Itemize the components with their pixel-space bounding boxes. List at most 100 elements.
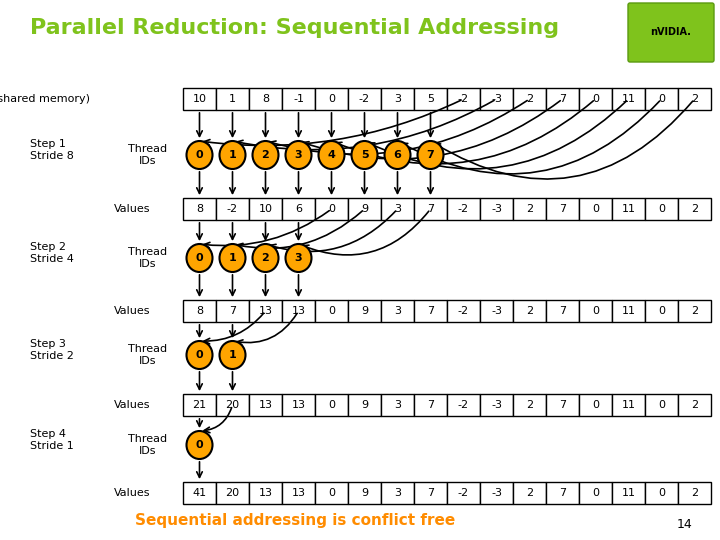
Bar — [645, 482, 678, 504]
Text: 0: 0 — [592, 94, 599, 104]
Bar — [381, 88, 414, 110]
Bar — [216, 394, 249, 416]
Text: 13: 13 — [258, 488, 272, 498]
Bar — [315, 394, 348, 416]
Text: Values: Values — [114, 488, 150, 498]
Text: Values: Values — [114, 204, 150, 214]
Bar — [645, 300, 678, 322]
Bar — [546, 300, 579, 322]
Text: 21: 21 — [192, 400, 207, 410]
Bar — [447, 300, 480, 322]
Bar — [579, 300, 612, 322]
Text: nVIDIA.: nVIDIA. — [651, 27, 691, 37]
Bar — [480, 198, 513, 220]
Bar — [612, 300, 645, 322]
Text: 8: 8 — [196, 306, 203, 316]
Bar — [183, 394, 216, 416]
Bar — [414, 394, 447, 416]
Bar — [546, 88, 579, 110]
Ellipse shape — [253, 141, 279, 169]
Text: 0: 0 — [196, 350, 203, 360]
Text: -3: -3 — [491, 488, 502, 498]
Text: 7: 7 — [427, 204, 434, 214]
Bar — [216, 198, 249, 220]
Bar — [348, 482, 381, 504]
Text: 10: 10 — [258, 204, 272, 214]
Bar — [315, 88, 348, 110]
Bar — [546, 482, 579, 504]
Bar — [546, 198, 579, 220]
Text: 6: 6 — [394, 150, 402, 160]
Text: 2: 2 — [261, 150, 269, 160]
Text: Thread
IDs: Thread IDs — [128, 344, 168, 366]
Bar — [678, 198, 711, 220]
Bar — [249, 394, 282, 416]
Text: 13: 13 — [292, 488, 305, 498]
Text: 9: 9 — [361, 400, 368, 410]
Text: 0: 0 — [592, 204, 599, 214]
Text: Parallel Reduction: Sequential Addressing: Parallel Reduction: Sequential Addressin… — [30, 18, 559, 38]
Text: 13: 13 — [258, 306, 272, 316]
Bar — [447, 88, 480, 110]
Text: 2: 2 — [526, 400, 533, 410]
Text: 13: 13 — [292, 400, 305, 410]
Bar — [414, 482, 447, 504]
Text: 3: 3 — [394, 306, 401, 316]
Text: Step 1
Stride 8: Step 1 Stride 8 — [30, 139, 74, 161]
Text: 0: 0 — [328, 94, 335, 104]
Text: 0: 0 — [328, 488, 335, 498]
Bar — [480, 88, 513, 110]
Bar — [480, 394, 513, 416]
Bar — [645, 88, 678, 110]
Bar — [513, 482, 546, 504]
Bar — [348, 394, 381, 416]
Text: Thread
IDs: Thread IDs — [128, 434, 168, 456]
Text: 7: 7 — [427, 400, 434, 410]
Bar — [612, 394, 645, 416]
Text: 7: 7 — [559, 306, 566, 316]
Ellipse shape — [220, 341, 246, 369]
Text: -3: -3 — [491, 94, 502, 104]
Text: 3: 3 — [394, 400, 401, 410]
Text: 0: 0 — [658, 488, 665, 498]
Bar — [645, 394, 678, 416]
Bar — [447, 482, 480, 504]
Bar — [282, 88, 315, 110]
Text: 8: 8 — [196, 204, 203, 214]
Bar — [315, 300, 348, 322]
Text: 20: 20 — [225, 400, 240, 410]
Bar — [579, 88, 612, 110]
Bar — [348, 88, 381, 110]
Text: 2: 2 — [261, 253, 269, 263]
Text: 13: 13 — [292, 306, 305, 316]
Ellipse shape — [186, 341, 212, 369]
Text: 3: 3 — [394, 94, 401, 104]
Text: -2: -2 — [227, 204, 238, 214]
Text: 0: 0 — [328, 204, 335, 214]
Bar — [348, 300, 381, 322]
Text: 8: 8 — [262, 94, 269, 104]
Text: 2: 2 — [526, 488, 533, 498]
Ellipse shape — [186, 244, 212, 272]
Bar — [513, 198, 546, 220]
Bar — [282, 300, 315, 322]
Text: 2: 2 — [691, 488, 698, 498]
Bar — [612, 198, 645, 220]
Text: 0: 0 — [328, 400, 335, 410]
Text: 11: 11 — [621, 94, 636, 104]
Bar — [315, 198, 348, 220]
Bar — [612, 88, 645, 110]
Text: 41: 41 — [192, 488, 207, 498]
Bar — [579, 198, 612, 220]
Text: Values: Values — [114, 306, 150, 316]
Text: 1: 1 — [229, 94, 236, 104]
Text: Step 4
Stride 1: Step 4 Stride 1 — [30, 429, 73, 451]
Bar — [546, 394, 579, 416]
Bar — [678, 394, 711, 416]
Bar — [216, 88, 249, 110]
Bar — [381, 482, 414, 504]
Text: 7: 7 — [229, 306, 236, 316]
Text: 0: 0 — [592, 400, 599, 410]
Text: -3: -3 — [491, 306, 502, 316]
Text: 3: 3 — [394, 488, 401, 498]
